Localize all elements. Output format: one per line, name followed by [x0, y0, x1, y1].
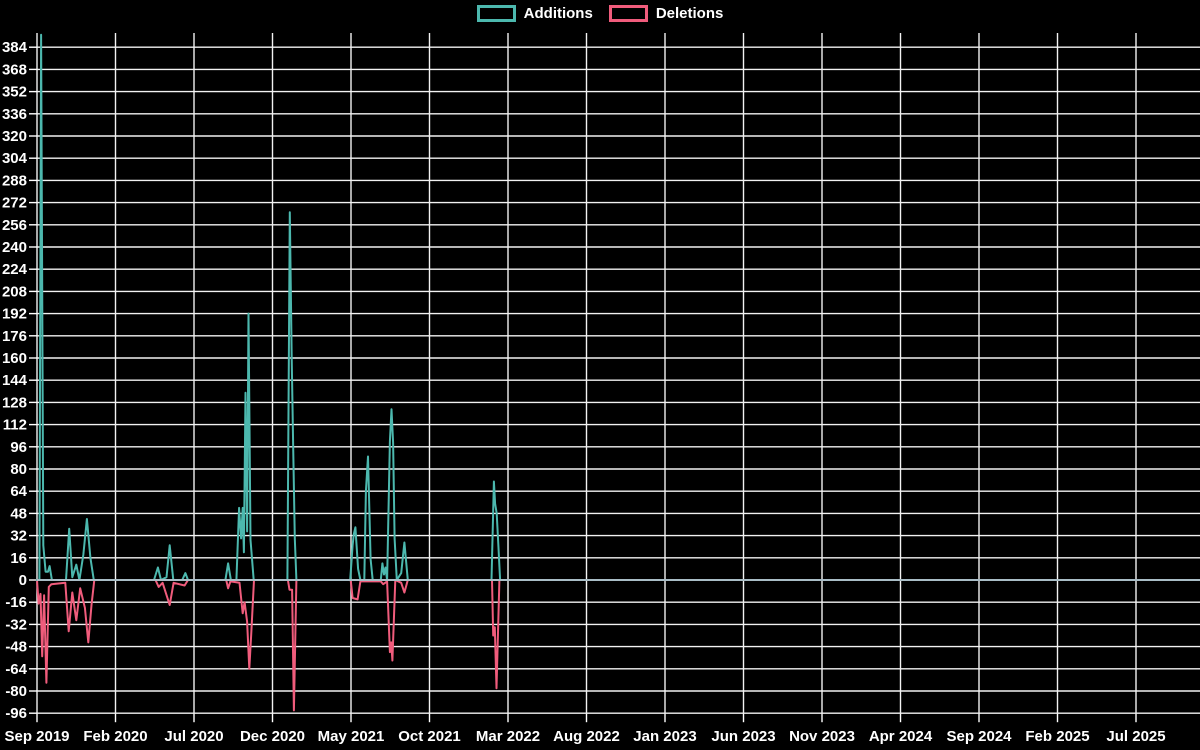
- x-axis-tick-label: May 2021: [318, 728, 385, 745]
- x-axis-tick-label: Apr 2024: [869, 728, 933, 745]
- y-axis-tick-label: 320: [2, 128, 27, 145]
- y-axis-tick-label: 208: [2, 283, 27, 300]
- y-axis-tick-label: 160: [2, 350, 27, 367]
- x-axis-tick-label: Feb 2025: [1025, 728, 1089, 745]
- y-axis-tick-label: -16: [5, 594, 27, 611]
- y-axis-tick-label: 352: [2, 84, 27, 101]
- additions-swatch: [476, 5, 516, 22]
- y-axis-tick-label: -64: [5, 661, 27, 678]
- series-line-additions: [36, 33, 1200, 581]
- y-axis-tick-label: 192: [2, 306, 27, 323]
- x-axis-tick-label: Oct 2021: [398, 728, 461, 745]
- legend-item-deletions[interactable]: Deletions: [608, 5, 724, 22]
- x-axis-tick-label: Aug 2022: [553, 728, 620, 745]
- x-axis-tick-label: Feb 2020: [83, 728, 147, 745]
- y-axis-tick-label: 128: [2, 394, 27, 411]
- y-axis-tick-label: 336: [2, 106, 27, 123]
- y-axis-tick-label: -32: [5, 616, 27, 633]
- x-axis-tick-label: Jan 2023: [633, 728, 696, 745]
- y-axis-tick-label: 224: [2, 261, 28, 278]
- y-axis-tick-label: -80: [5, 683, 27, 700]
- x-axis-tick-label: Sep 2024: [946, 728, 1012, 745]
- x-axis-tick-label: Jul 2025: [1106, 728, 1165, 745]
- chart-legend: Additions Deletions: [0, 5, 1200, 22]
- x-axis-tick-label: Sep 2019: [4, 728, 69, 745]
- y-axis-tick-label: 0: [19, 572, 27, 589]
- legend-label-additions: Additions: [523, 5, 593, 22]
- deletions-swatch: [608, 5, 648, 22]
- y-axis-tick-label: 288: [2, 172, 27, 189]
- y-axis-tick-label: -48: [5, 639, 27, 656]
- y-axis-tick-label: 64: [10, 483, 27, 500]
- y-axis-tick-label: 304: [2, 150, 28, 167]
- y-axis-tick-label: 96: [10, 439, 27, 456]
- y-axis-tick-label: -96: [5, 705, 27, 722]
- y-axis-tick-label: 240: [2, 239, 27, 256]
- y-axis-tick-label: 176: [2, 328, 27, 345]
- x-axis-tick-label: Jun 2023: [711, 728, 775, 745]
- x-axis-tick-label: Mar 2022: [476, 728, 540, 745]
- y-axis-tick-label: 368: [2, 61, 27, 78]
- y-axis-tick-label: 16: [10, 550, 27, 567]
- x-axis-tick-label: Nov 2023: [789, 728, 855, 745]
- legend-label-deletions: Deletions: [655, 5, 724, 22]
- series-line-deletions: [36, 579, 1200, 712]
- y-axis-tick-label: 272: [2, 195, 27, 212]
- y-axis-tick-label: 144: [2, 372, 28, 389]
- y-axis-tick-label: 384: [2, 39, 28, 56]
- y-axis-tick-label: 48: [10, 505, 27, 522]
- y-axis-tick-label: 112: [3, 417, 27, 434]
- y-axis-tick-label: 256: [2, 217, 27, 234]
- x-axis-tick-label: Dec 2020: [240, 728, 305, 745]
- legend-item-additions[interactable]: Additions: [476, 5, 593, 22]
- x-axis-tick-label: Jul 2020: [164, 728, 223, 745]
- y-axis-tick-label: 80: [10, 461, 27, 478]
- y-axis-tick-label: 32: [10, 528, 27, 545]
